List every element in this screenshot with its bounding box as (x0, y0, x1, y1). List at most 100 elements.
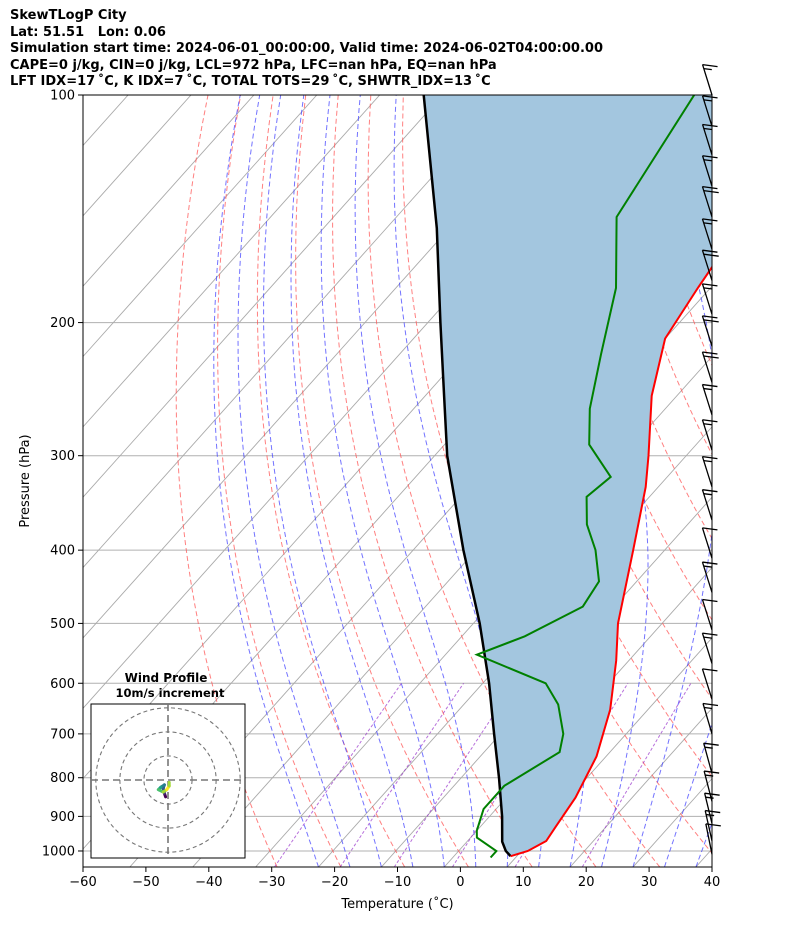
wind-barbs (701, 63, 721, 855)
wind-barb-shaft (701, 456, 713, 488)
parcel-profile-line (422, 95, 512, 858)
wind-barb-half-flag (705, 796, 714, 799)
y-tick-label: 400 (50, 544, 75, 559)
title-line-cape: CAPE=0 j/kg, CIN=0 j/kg, LCL=972 hPa, LF… (10, 57, 497, 73)
wind-barb (703, 742, 719, 774)
wind-barb (701, 63, 718, 96)
wind-barb-flag (702, 155, 718, 159)
wind-barb (701, 383, 718, 416)
wind-barb-shaft (701, 527, 713, 559)
wind-barb-half-flag (706, 813, 715, 817)
isotherm-line (83, 95, 381, 428)
y-tick-label: 800 (50, 771, 75, 786)
wind-barb-shaft (703, 743, 713, 774)
wind-barb-flag (702, 351, 718, 355)
x-tick-label: 30 (641, 875, 658, 890)
wind-barb-shaft (701, 95, 713, 127)
wind-barb-half-flag (703, 565, 712, 568)
wind-barb-shaft (701, 186, 713, 218)
y-tick-label: 700 (50, 727, 75, 742)
x-tick-label: 10 (515, 875, 532, 890)
wind-barb-half-flag (703, 127, 712, 131)
y-tick-label: 1000 (42, 844, 75, 859)
wind-barb (701, 598, 718, 631)
wind-barb-flag (702, 598, 718, 603)
dry-adiabat-line (256, 95, 406, 867)
wind-barb-flag (702, 95, 718, 99)
wind-barb-flag (702, 419, 718, 423)
wind-barb-flag (702, 527, 718, 531)
wind-barb (701, 632, 718, 664)
x-tick-label: −50 (132, 875, 159, 890)
wind-barb (701, 95, 718, 127)
wind-barb-flag (703, 742, 719, 746)
x-tick-label: −10 (384, 875, 411, 890)
dry-adiabat-line (729, 95, 794, 867)
hodograph-plot (91, 704, 245, 858)
dry-adiabat-line (598, 95, 712, 456)
wind-barb (704, 809, 721, 842)
title-line-indices: LFT IDX=17 ˚C, K IDX=7 ˚C, TOTAL TOTS=29… (10, 74, 491, 89)
y-tick-label: 300 (50, 449, 75, 464)
wind-barb (701, 123, 718, 156)
wind-barb-half-flag (703, 423, 712, 426)
y-tick-label: 200 (50, 316, 75, 331)
wind-barb-flag (702, 123, 718, 128)
wind-barb (705, 823, 721, 855)
isotherm-line (569, 707, 712, 867)
wind-barb-flag (704, 792, 720, 796)
wind-barb (702, 702, 719, 735)
isotherm-line (506, 637, 712, 867)
title-line-station: SkewTLogP City (10, 8, 127, 23)
wind-barb-half-flag (703, 222, 712, 225)
wind-barb-shaft (701, 561, 713, 593)
wind-barb-shaft (701, 384, 713, 416)
wind-barb-shaft (702, 703, 713, 735)
dewpoint-line (474, 95, 696, 859)
wind-barb (701, 249, 719, 281)
x-tick-label: −40 (195, 875, 222, 890)
wind-barb-flag (704, 770, 720, 774)
wind-barb-half-flag (704, 746, 713, 749)
wind-barb-half-flag (705, 774, 714, 777)
wind-barb (704, 792, 720, 824)
wind-barb-shaft (704, 810, 713, 842)
wind-barb (701, 351, 719, 383)
hodograph-subtitle: 10m/s increment (116, 686, 225, 700)
moist-adiabat-line (237, 95, 351, 867)
wind-barb (701, 668, 718, 700)
y-tick-label: 100 (50, 89, 75, 104)
wind-barb-flag (702, 63, 718, 68)
wind-barb-shaft (701, 632, 713, 664)
moist-adiabat-line (354, 95, 477, 867)
wind-barb-flag (703, 319, 719, 323)
moist-adiabat-line (632, 95, 712, 867)
moist-adiabat-line (213, 95, 319, 867)
moist-adiabat-line (320, 95, 445, 867)
wind-barb-shaft (701, 218, 713, 250)
wind-barb-shaft (701, 599, 713, 631)
wind-barb-flag (702, 383, 718, 388)
x-axis-label: Temperature (˚C) (340, 896, 453, 912)
wind-barb-shaft (705, 823, 713, 855)
x-tick-label: −20 (321, 875, 348, 890)
wind-barb-flag (702, 455, 718, 460)
temperature-line (510, 265, 712, 858)
wind-barb-shaft (701, 250, 713, 281)
x-tick-label: 0 (456, 875, 464, 890)
mixing-ratio-line (339, 683, 465, 867)
wind-barb-flag (702, 632, 718, 636)
wind-barb-half-flag (703, 636, 712, 639)
y-tick-label: 900 (50, 810, 75, 825)
dry-adiabat-line (295, 95, 469, 867)
isotherm-line (83, 95, 255, 287)
cin-shaded-area (423, 95, 712, 857)
wind-barb-half-flag (703, 387, 712, 391)
dry-adiabat-line (175, 95, 278, 867)
x-tick-label: 20 (578, 875, 595, 890)
wind-barb-shaft (701, 155, 713, 187)
y-tick-label: 500 (50, 617, 75, 632)
wind-barb (701, 455, 718, 488)
